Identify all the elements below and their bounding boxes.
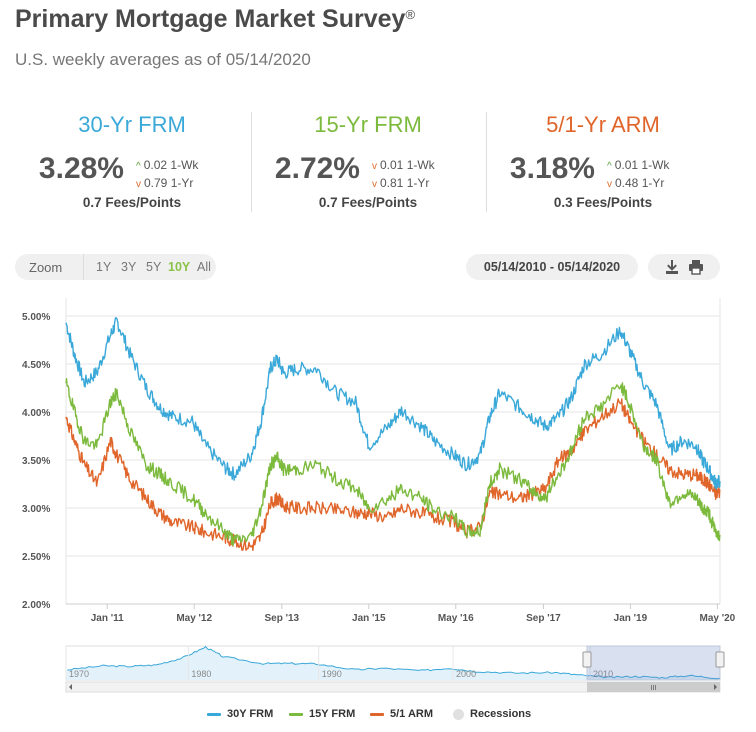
zoom-3y-button[interactable]: 3Y <box>121 260 137 274</box>
series-lines <box>65 317 721 551</box>
x-tick-label: Sep '17 <box>526 613 561 624</box>
navigator-handle-left[interactable] <box>582 651 592 668</box>
rate-summary-arm: 5/1-Yr ARM 3.18% ^ 0.01 1-Wk v 0.48 1-Yr 0… <box>493 112 713 222</box>
legend-label: 15Y FRM <box>309 708 356 720</box>
x-tick-label: May '20 <box>700 613 736 624</box>
navigator-content: 1970 1980 1990 2000 2010 III <box>65 645 725 693</box>
navigator-scrollbar-thumb[interactable] <box>586 682 720 692</box>
scrollbar-grip-icon: III <box>651 685 657 692</box>
arrow-down-icon: v <box>136 179 141 190</box>
weekly-change: 0.01 1-Wk <box>380 158 435 172</box>
legend-swatch <box>370 712 384 716</box>
x-tick-label: May '12 <box>176 613 212 624</box>
navigator-year-label: 1970 <box>69 669 89 679</box>
arrow-up-icon: ^ <box>136 161 141 172</box>
zoom-divider <box>83 254 84 280</box>
series-line-0[interactable] <box>65 317 721 490</box>
fees-points: 0.3 Fees/Points <box>553 195 653 210</box>
navigator-line <box>67 645 721 680</box>
export-tools <box>648 254 720 280</box>
rate-summary-15yr: 15-Yr FRM 2.72% v 0.01 1-Wk v 0.81 1-Yr 0.… <box>258 112 478 222</box>
fees-points: 0.7 Fees/Points <box>318 195 418 210</box>
arrow-down-icon: v <box>372 161 377 172</box>
x-tick-label: May '16 <box>438 613 474 624</box>
series-line-1[interactable] <box>65 378 721 546</box>
rate-name: 5/1-Yr ARM <box>546 112 660 137</box>
legend-item-30yr[interactable]: 30Y FRM <box>207 708 273 724</box>
rate-changes: ^ 0.01 1-Wk v 0.48 1-Yr <box>607 157 669 193</box>
grid-lines <box>65 298 721 605</box>
rate-value: 2.72% <box>274 152 360 185</box>
registered-mark: ® <box>405 7 416 22</box>
navigator-area <box>66 646 720 680</box>
x-tick-label: Jan '11 <box>91 613 124 624</box>
arrow-down-icon: v <box>607 179 612 190</box>
rate-value: 3.28% <box>38 152 124 185</box>
arrow-up-icon: ^ <box>607 161 612 172</box>
yearly-change: 0.48 1-Yr <box>615 176 665 190</box>
zoom-selector: Zoom 1Y 3Y 5Y 10Y All <box>15 254 216 280</box>
y-tick-label: 3.50% <box>22 456 50 467</box>
yearly-change: 0.81 1-Yr <box>380 176 430 190</box>
legend-item-recessions[interactable]: Recessions <box>453 708 531 724</box>
zoom-10y-button[interactable]: 10Y <box>168 260 191 274</box>
rate-name: 15-Yr FRM <box>314 112 422 137</box>
x-tick-label: Jan '19 <box>614 613 648 624</box>
navigator-year-label: 1990 <box>322 669 342 679</box>
page-subtitle: U.S. weekly averages as of 05/14/2020 <box>15 50 311 69</box>
arrow-down-icon: v <box>372 179 377 190</box>
fees-points: 0.7 Fees/Points <box>82 195 182 210</box>
zoom-5y-button[interactable]: 5Y <box>146 260 162 274</box>
scroll-left-arrow-icon[interactable] <box>69 684 72 690</box>
divider <box>251 112 252 212</box>
navigator-year-label: 2000 <box>456 669 476 679</box>
y-axis-labels: 2.00% 2.50% 3.00% 3.50% 4.00% 4.50% 5.00% <box>22 312 50 611</box>
y-tick-label: 2.00% <box>22 600 50 611</box>
print-icon[interactable] <box>688 259 704 275</box>
y-tick-label: 3.00% <box>22 504 50 515</box>
date-range-display[interactable]: 05/14/2010 - 05/14/2020 <box>466 254 638 280</box>
legend-swatch <box>453 708 464 720</box>
navigator-year-label: 2010 <box>593 669 613 679</box>
legend-swatch <box>289 712 303 716</box>
rate-changes: ^ 0.02 1-Wk v 0.79 1-Yr <box>136 157 198 193</box>
legend-item-arm[interactable]: 5/1 ARM <box>370 708 433 724</box>
zoom-label: Zoom <box>29 260 63 275</box>
rate-changes: v 0.01 1-Wk v 0.81 1-Yr <box>372 157 435 193</box>
zoom-1y-button[interactable]: 1Y <box>96 260 112 274</box>
navigator-selection[interactable] <box>586 645 721 681</box>
x-tick-label: Jan '15 <box>352 613 386 624</box>
navigator-year-label: 1980 <box>191 669 211 679</box>
legend-label: 5/1 ARM <box>390 708 433 720</box>
navigator-handle-right[interactable] <box>715 651 725 668</box>
y-tick-label: 2.50% <box>22 552 50 563</box>
scroll-right-arrow-icon[interactable] <box>714 684 717 690</box>
yearly-change: 0.79 1-Yr <box>144 176 194 190</box>
download-icon[interactable] <box>664 259 680 275</box>
y-tick-label: 5.00% <box>22 312 50 323</box>
legend-item-15yr[interactable]: 15Y FRM <box>289 708 355 724</box>
rate-summary-30yr: 30-Yr FRM 3.28% ^ 0.02 1-Wk v 0.79 1-Yr 0.… <box>22 112 242 222</box>
legend-swatch <box>207 712 221 716</box>
range-navigator[interactable]: 1970 1980 1990 2000 2010 III <box>0 640 756 696</box>
page-title: Primary Mortgage Market Survey® <box>15 5 416 33</box>
zoom-all-button[interactable]: All <box>197 260 211 274</box>
legend-label: 30Y FRM <box>227 708 274 720</box>
x-axis-labels: Jan '11 May '12 Sep '13 Jan '15 May '16 Sep '… <box>91 604 736 624</box>
y-tick-label: 4.00% <box>22 408 50 419</box>
rate-name: 30-Yr FRM <box>78 112 186 137</box>
weekly-change: 0.01 1-Wk <box>614 158 670 172</box>
y-tick-label: 4.50% <box>22 360 50 371</box>
weekly-change: 0.02 1-Wk <box>143 158 199 172</box>
x-tick-label: Sep '13 <box>265 613 300 624</box>
rate-value: 3.18% <box>509 152 595 185</box>
legend-label: Recessions <box>470 708 532 720</box>
divider <box>486 112 487 212</box>
rate-history-chart: 2.00% 2.50% 3.00% 3.50% 4.00% 4.50% 5.00% Jan … <box>22 298 736 624</box>
